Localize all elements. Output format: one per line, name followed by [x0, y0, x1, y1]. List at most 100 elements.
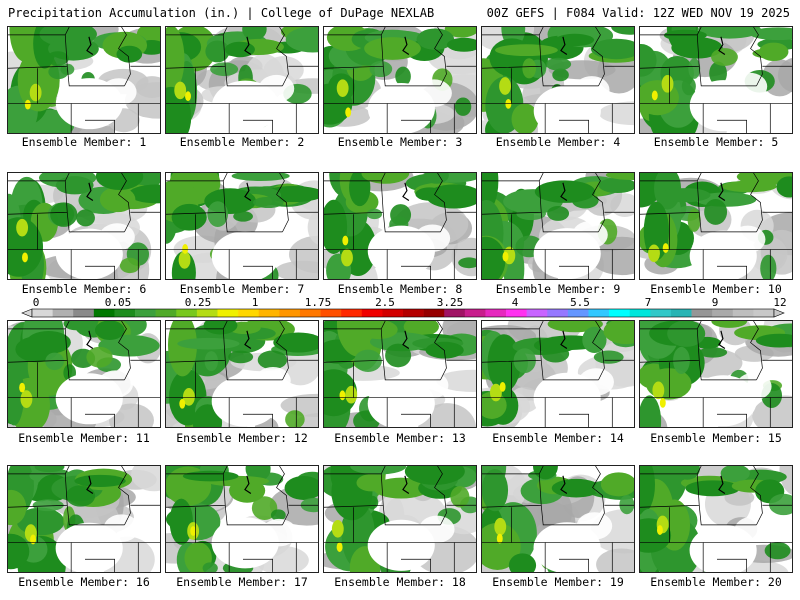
ensemble-member-map	[481, 172, 635, 280]
colorbar-swatch	[712, 309, 734, 317]
colorbar-swatch	[382, 309, 404, 317]
ensemble-member-map	[165, 320, 319, 428]
colorbar-swatch	[155, 309, 177, 317]
ensemble-member-label: Ensemble Member: 14	[492, 431, 624, 445]
ensemble-member-label: Ensemble Member: 3	[337, 135, 463, 149]
colorbar-swatch	[444, 309, 466, 317]
colorbar-tick-label: 0	[33, 297, 40, 309]
ensemble-member-map	[639, 172, 793, 280]
colorbar-tick-label: 7	[645, 297, 652, 309]
precip-field	[482, 173, 634, 279]
ensemble-member-label: Ensemble Member: 15	[650, 431, 782, 445]
map-title: Precipitation Accumulation (in.) | Colle…	[8, 6, 435, 20]
colorbar-left-arrow	[21, 308, 33, 318]
colorbar-right-arrow	[773, 308, 785, 318]
precip-field	[640, 27, 792, 133]
precip-field	[166, 466, 318, 572]
colorbar-swatch	[464, 309, 486, 317]
precip-field	[8, 466, 160, 572]
colorbar-swatch	[176, 309, 198, 317]
colorbar-tick-label: 1.75	[305, 297, 332, 309]
colorbar-swatch	[403, 309, 424, 317]
colorbar-tick-label: 0.05	[105, 297, 132, 309]
precip-field	[324, 173, 476, 279]
colorbar-tick-label: 1	[252, 297, 259, 309]
precip-field	[640, 173, 792, 279]
colorbar-swatch	[506, 309, 527, 317]
ensemble-member-map	[323, 172, 477, 280]
run-valid-time: 00Z GEFS | F084 Valid: 12Z WED NOV 19 20…	[486, 6, 790, 20]
ensemble-member-map	[323, 465, 477, 573]
ensemble-member-map	[323, 26, 477, 134]
colorbar-swatch	[258, 309, 280, 317]
ensemble-member-label: Ensemble Member: 7	[179, 282, 305, 296]
colorbar-swatch	[73, 309, 95, 317]
precip-field	[166, 27, 318, 133]
precip-field	[324, 466, 476, 572]
ensemble-member-map	[639, 320, 793, 428]
precip-field	[640, 466, 792, 572]
colorbar-swatch	[753, 309, 775, 317]
colorbar-swatch	[567, 309, 589, 317]
precip-field	[324, 321, 476, 427]
ensemble-member-map	[7, 26, 161, 134]
precip-field	[324, 27, 476, 133]
precip-field	[482, 321, 634, 427]
colorbar-tick-label: 9	[712, 297, 719, 309]
colorbar-swatch	[650, 309, 672, 317]
colorbar-tick-label: 5.5	[570, 297, 590, 309]
ensemble-member-map	[481, 320, 635, 428]
colorbar-swatch	[423, 309, 445, 317]
colorbar-swatch	[238, 309, 260, 317]
ensemble-member-map	[7, 172, 161, 280]
ensemble-member-label: Ensemble Member: 16	[18, 575, 150, 589]
ensemble-member-label: Ensemble Member: 5	[653, 135, 779, 149]
colorbar-swatch	[217, 309, 239, 317]
precip-field	[482, 27, 634, 133]
colorbar-swatch	[609, 309, 631, 317]
ensemble-member-label: Ensemble Member: 10	[650, 282, 782, 296]
colorbar-swatch	[279, 309, 301, 317]
ensemble-member-label: Ensemble Member: 17	[176, 575, 308, 589]
ensemble-member-label: Ensemble Member: 1	[21, 135, 147, 149]
colorbar-swatch	[52, 309, 74, 317]
ensemble-member-map	[7, 320, 161, 428]
precip-field	[8, 27, 160, 133]
colorbar-swatch	[361, 309, 383, 317]
ensemble-member-label: Ensemble Member: 8	[337, 282, 463, 296]
colorbar-tick-label: 3.25	[437, 297, 464, 309]
colorbar-swatch	[629, 309, 651, 317]
precip-colorbar: 0 0.05 0.25 1 1.75 2.5 3.25 4 5.5 7 9 12	[21, 297, 787, 318]
colorbar-swatch	[299, 309, 321, 317]
ensemble-member-label: Ensemble Member: 2	[179, 135, 305, 149]
ensemble-member-label: Ensemble Member: 9	[495, 282, 621, 296]
colorbar-swatch	[588, 309, 610, 317]
precip-field	[166, 173, 318, 279]
precip-field	[166, 321, 318, 427]
ensemble-member-label: Ensemble Member: 20	[650, 575, 782, 589]
precip-field	[640, 321, 792, 427]
colorbar-tick-label: 2.5	[375, 297, 395, 309]
ensemble-member-map	[639, 26, 793, 134]
ensemble-member-label: Ensemble Member: 6	[21, 282, 147, 296]
precip-field	[8, 321, 160, 427]
precip-field	[482, 466, 634, 572]
ensemble-member-map	[165, 26, 319, 134]
colorbar-swatch	[547, 309, 569, 317]
colorbar-swatch	[196, 309, 218, 317]
colorbar-tick-label: 4	[512, 297, 519, 309]
ensemble-member-map	[481, 465, 635, 573]
colorbar-tick-label: 0.25	[185, 297, 212, 309]
ensemble-member-map	[7, 465, 161, 573]
colorbar-swatch	[691, 309, 713, 317]
ensemble-member-map	[639, 465, 793, 573]
colorbar-swatch	[341, 309, 363, 317]
ensemble-member-map	[481, 26, 635, 134]
colorbar-swatch	[732, 309, 754, 317]
ensemble-member-map	[165, 465, 319, 573]
colorbar-swatch	[320, 309, 342, 317]
ensemble-member-label: Ensemble Member: 18	[334, 575, 466, 589]
ensemble-member-label: Ensemble Member: 11	[18, 431, 150, 445]
ensemble-member-label: Ensemble Member: 4	[495, 135, 621, 149]
colorbar-swatch	[93, 309, 115, 317]
